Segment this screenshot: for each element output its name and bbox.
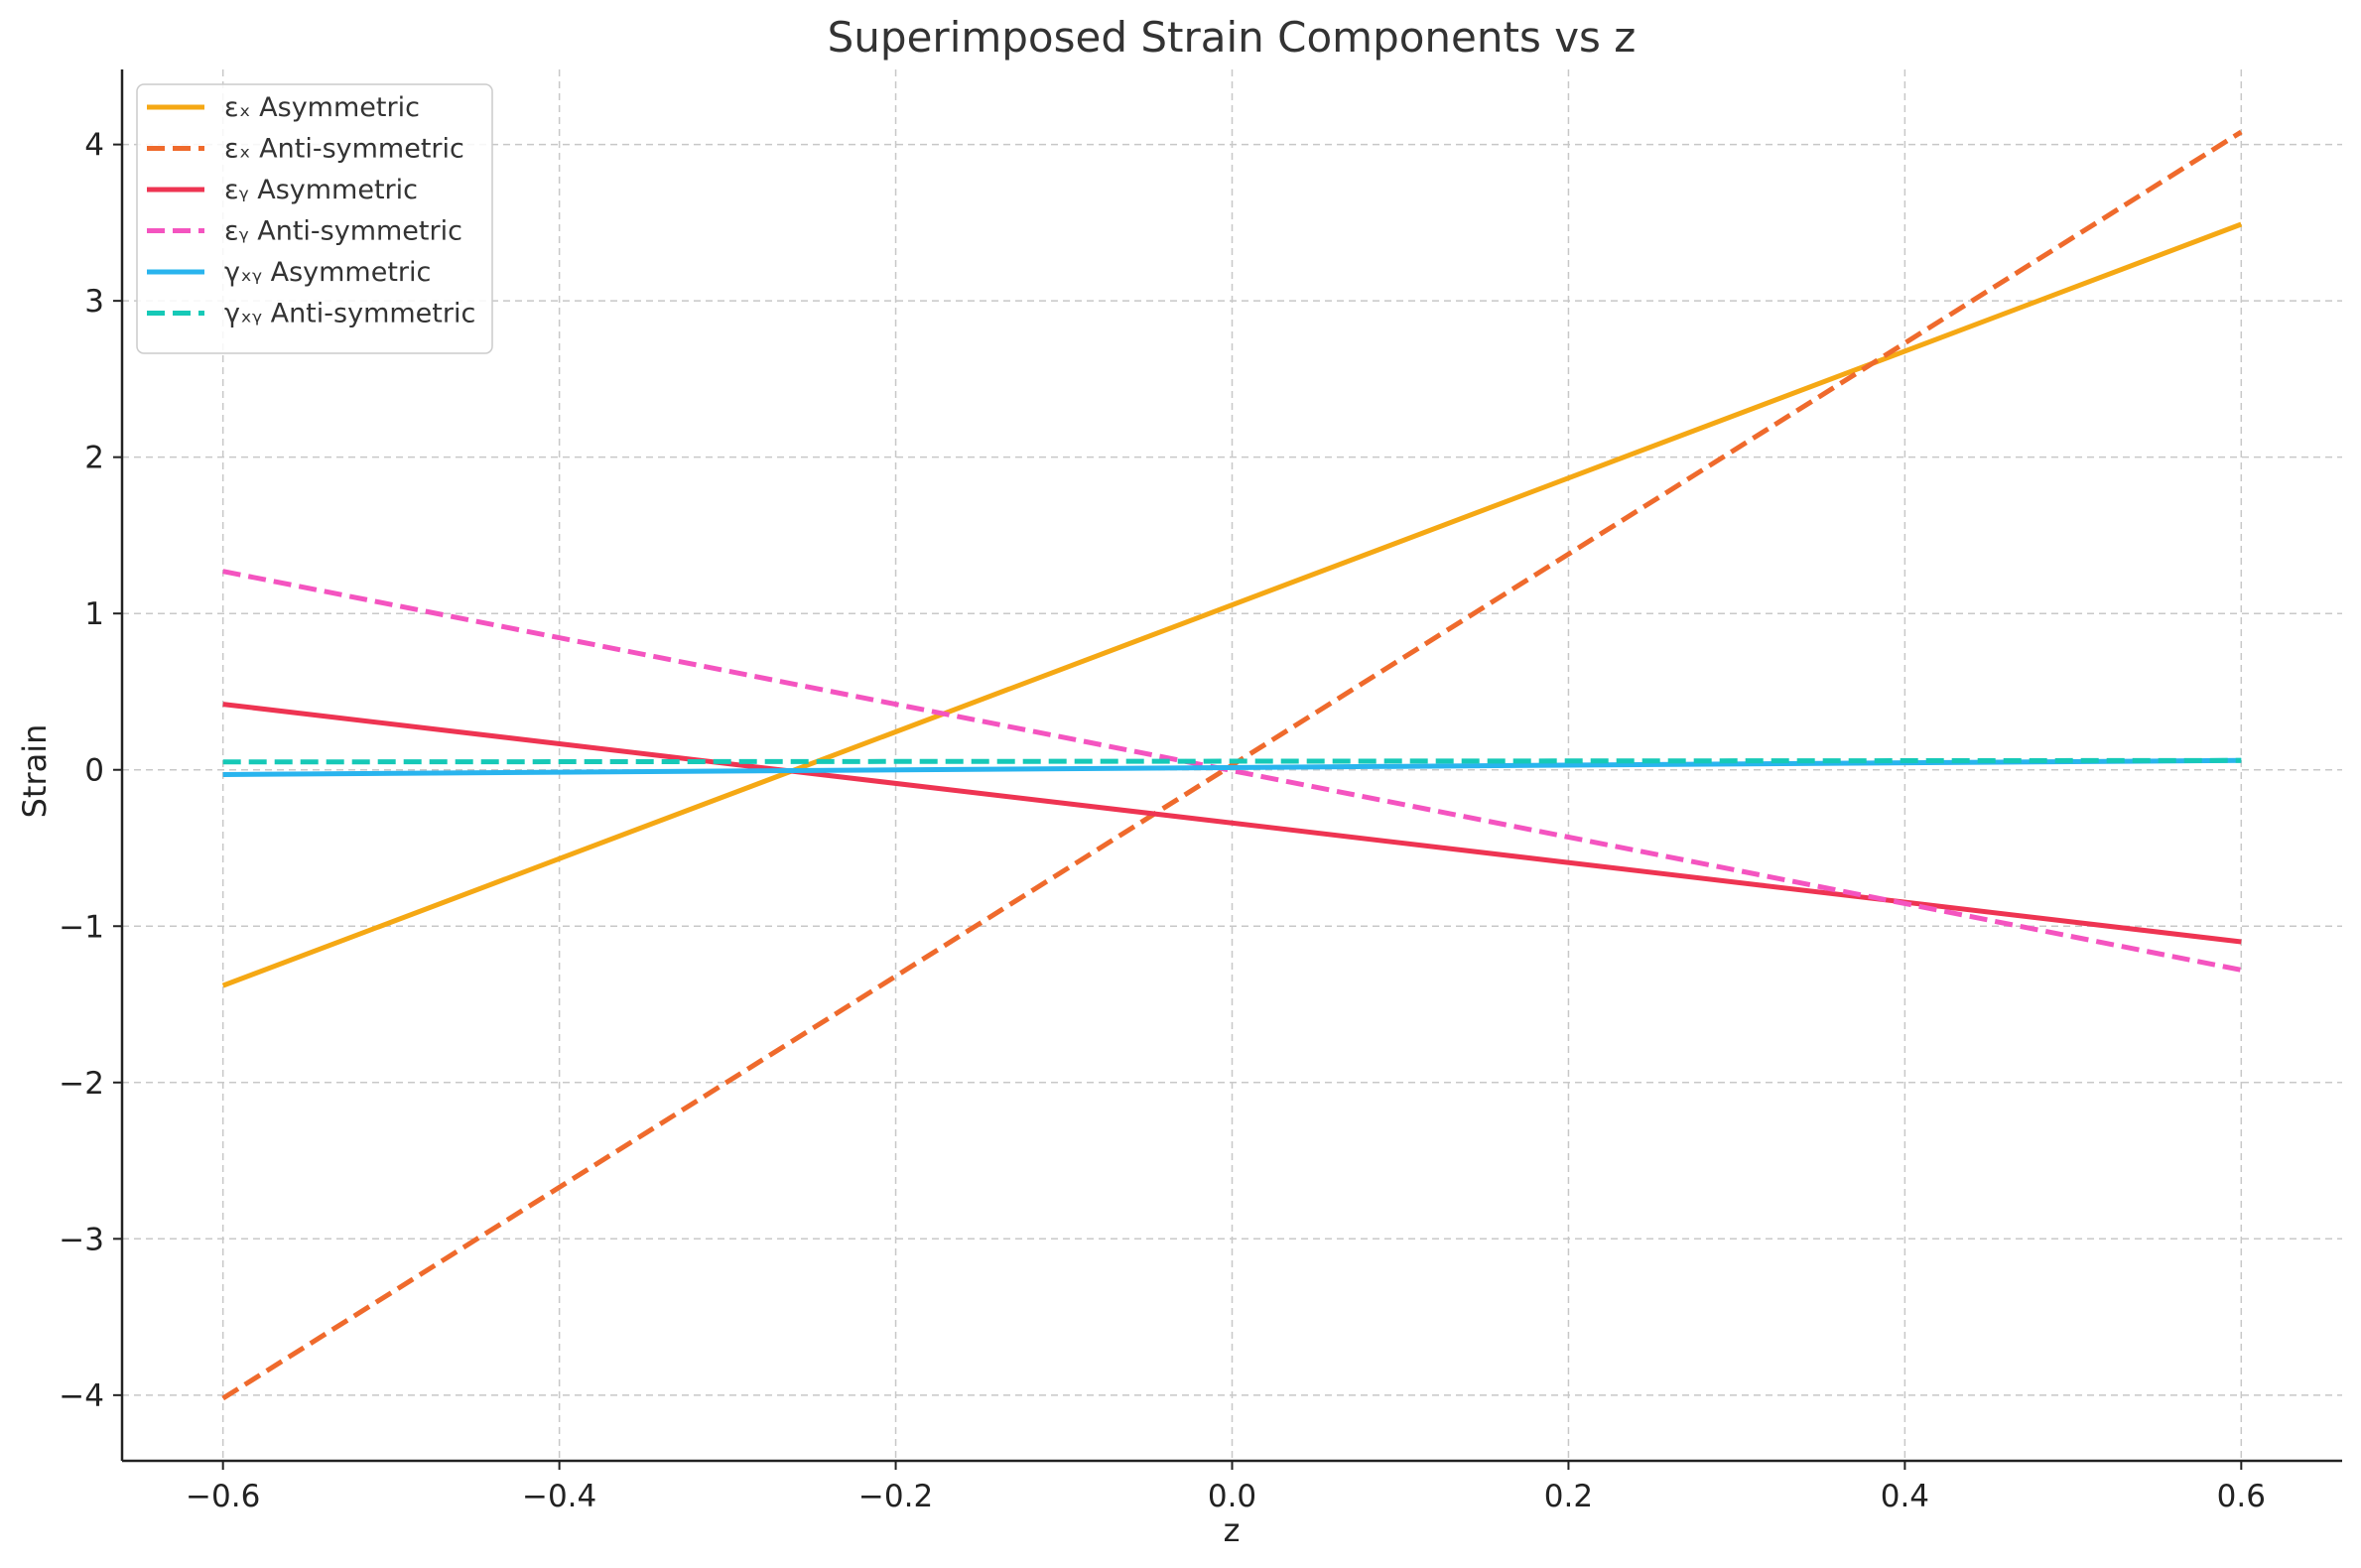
x-axis-label: z bbox=[1224, 1511, 1241, 1549]
tick-labels: −0.6 −0.4 −0.2 0.0 0.2 0.4 0.6 −4 −3 −2 −1 0 1 2 3 4 bbox=[59, 128, 2266, 1514]
series-line-4 bbox=[222, 569, 2242, 973]
y-tick-label: −3 bbox=[59, 1222, 104, 1257]
series-line-6 bbox=[222, 757, 2242, 765]
x-tick-label: 0.4 bbox=[1881, 1479, 1929, 1514]
series-line-1 bbox=[221, 221, 2243, 988]
y-tick-label: 4 bbox=[84, 128, 104, 164]
series-lines bbox=[221, 129, 2243, 1401]
y-tick-label: 1 bbox=[84, 596, 104, 632]
x-tick-label: 0.2 bbox=[1544, 1479, 1593, 1514]
y-tick-label: 3 bbox=[84, 284, 104, 320]
x-tick-label: −0.2 bbox=[858, 1479, 933, 1514]
x-tick-label: −0.4 bbox=[522, 1479, 596, 1514]
legend-box bbox=[136, 83, 493, 354]
y-tick-label: 2 bbox=[84, 441, 104, 476]
legend-label: γₓᵧ Asymmetric bbox=[224, 257, 431, 288]
x-tick-label: −0.6 bbox=[186, 1479, 260, 1514]
legend-label: εᵧ Anti-symmetric bbox=[224, 216, 462, 247]
y-tick-label: −4 bbox=[59, 1378, 104, 1414]
y-tick-label: −1 bbox=[59, 909, 104, 945]
legend: εₓ Asymmetric εₓ Anti-symmetric εᵧ Asymmet… bbox=[136, 83, 493, 354]
legend-label: εₓ Anti-symmetric bbox=[224, 134, 464, 165]
legend-label: εᵧ Asymmetric bbox=[224, 175, 418, 205]
x-tick-label: 0.0 bbox=[1208, 1479, 1256, 1514]
y-tick-label: −2 bbox=[59, 1066, 104, 1102]
legend-label: εₓ Asymmetric bbox=[224, 92, 420, 123]
axes bbox=[113, 69, 2342, 1470]
chart-title: Superimposed Strain Components vs z bbox=[828, 13, 1637, 62]
x-tick-label: 0.6 bbox=[2217, 1479, 2266, 1514]
legend-label: γₓᵧ Anti-symmetric bbox=[224, 299, 475, 329]
y-tick-label: 0 bbox=[84, 753, 104, 789]
y-axis-label: Strain bbox=[16, 724, 54, 819]
